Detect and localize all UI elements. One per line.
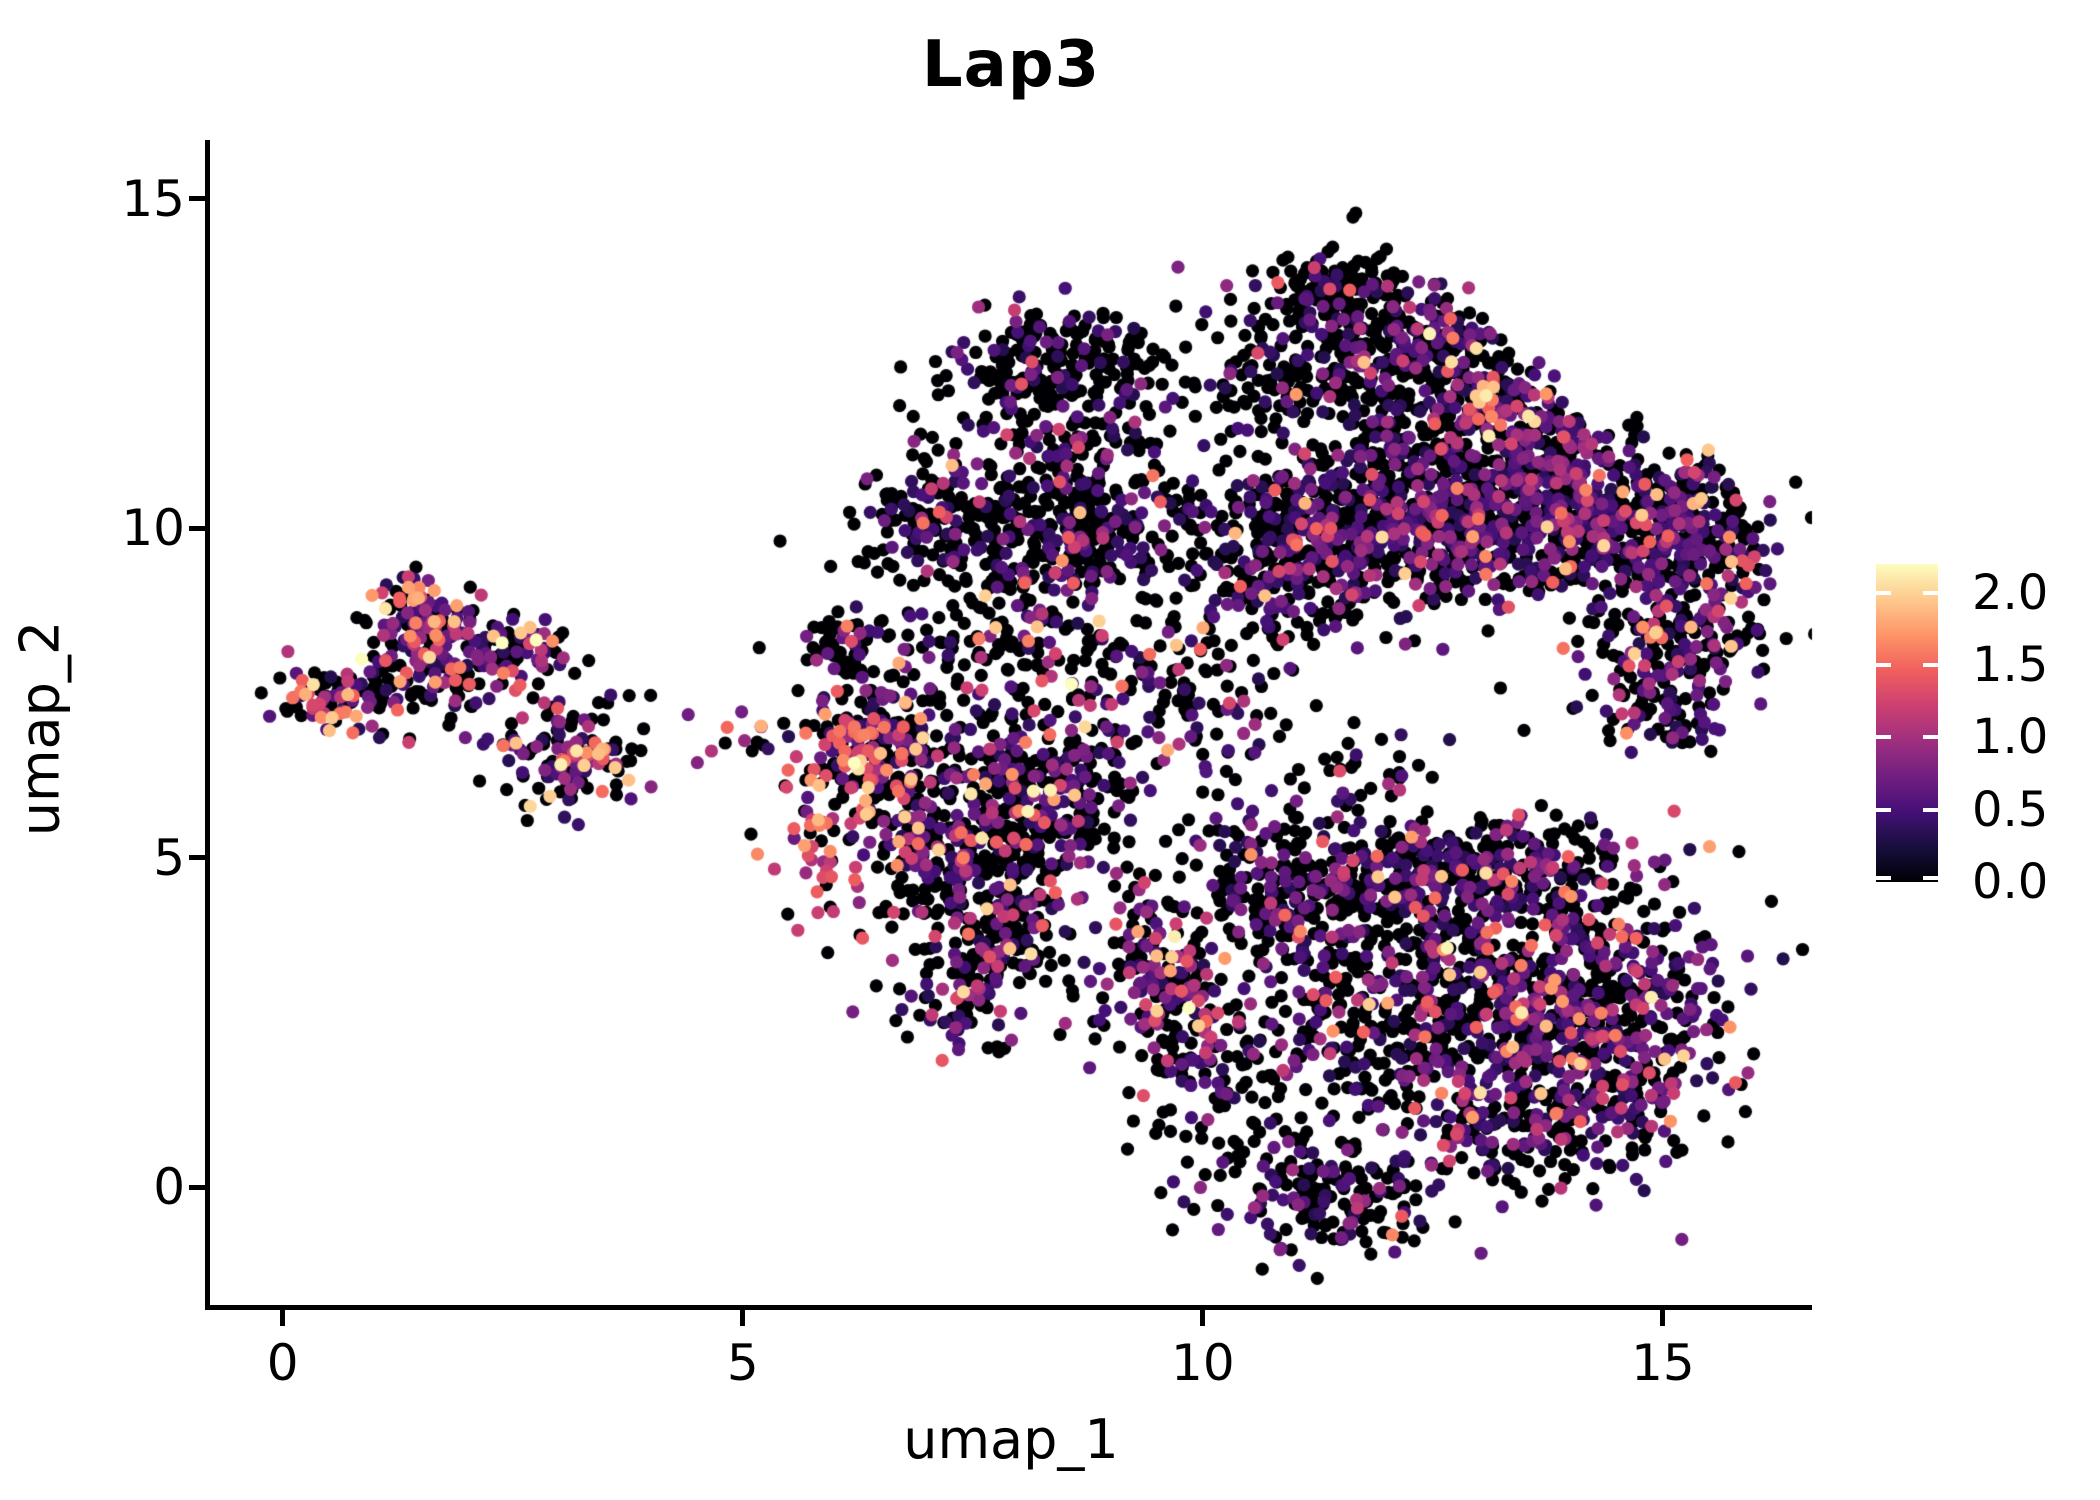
y-tick-mark: [189, 855, 205, 861]
x-axis-label: umap_1: [903, 1408, 1119, 1471]
y-tick-label: 0: [153, 1158, 185, 1217]
cbar-tick-right: [1923, 876, 1938, 880]
colorbar-tick-label: 0.5: [1972, 781, 2049, 838]
cbar-tick-left: [1876, 590, 1891, 595]
x-tick-mark: [740, 1310, 746, 1326]
y-tick-label: 15: [121, 169, 185, 228]
y-axis-line: [205, 140, 210, 1305]
x-tick-label: 0: [266, 1334, 299, 1392]
colorbar-tick-label: 2.0: [1972, 564, 2049, 621]
y-tick-mark: [189, 196, 205, 202]
y-axis-label: umap_2: [8, 620, 72, 837]
colorbar-tick-label: 1.5: [1972, 637, 2049, 694]
y-tick-mark: [189, 1184, 205, 1190]
x-tick-mark: [280, 1310, 286, 1326]
y-tick-label: 10: [121, 499, 185, 558]
x-tick-label: 10: [1171, 1334, 1235, 1392]
colorbar-tick-label: 1.0: [1972, 709, 2049, 766]
x-tick-mark: [1660, 1310, 1666, 1326]
cbar-tick-left: [1876, 876, 1891, 880]
cbar-tick-left: [1876, 807, 1891, 812]
cbar-tick-right: [1923, 590, 1938, 595]
cbar-tick-left: [1876, 735, 1891, 740]
x-axis-line: [205, 1305, 1812, 1310]
y-tick-label: 5: [153, 828, 185, 887]
x-tick-label: 15: [1631, 1334, 1695, 1392]
cbar-tick-right: [1923, 735, 1938, 740]
cbar-tick-left: [1876, 663, 1891, 668]
cbar-tick-right: [1923, 807, 1938, 812]
y-tick-mark: [189, 525, 205, 531]
x-tick-mark: [1200, 1310, 1206, 1326]
colorbar-tick-label: 0.0: [1972, 854, 2049, 910]
cbar-tick-right: [1923, 663, 1938, 668]
x-tick-label: 5: [726, 1334, 759, 1392]
colorbar-gradient: [1876, 564, 1938, 882]
